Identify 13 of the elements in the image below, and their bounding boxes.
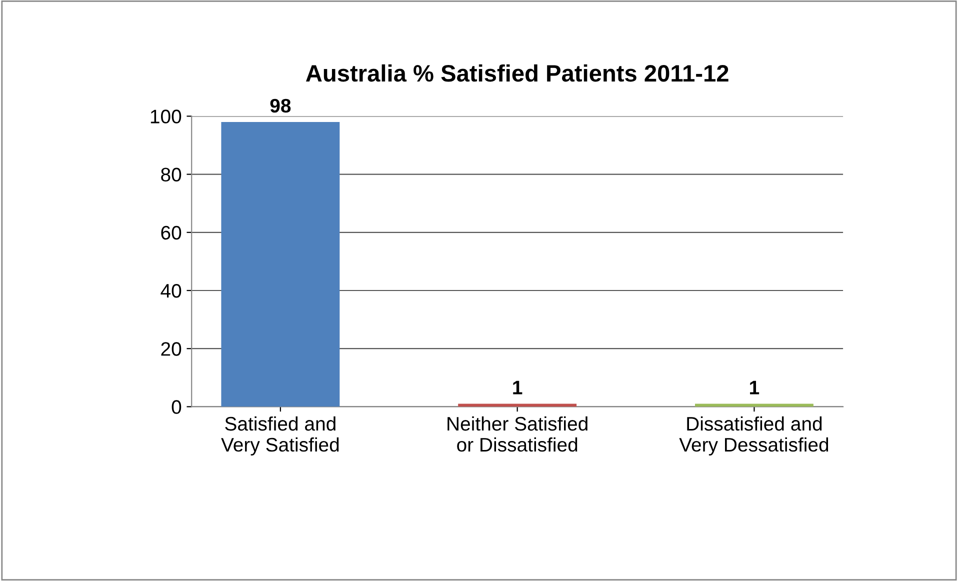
y-tick-label: 80: [161, 168, 182, 182]
y-tick-label: 20: [161, 342, 182, 356]
x-tick-label: Satisfied and Very Satisfied: [221, 416, 339, 456]
data-label: 98: [270, 98, 291, 113]
y-tick-label: 40: [160, 284, 182, 298]
x-tick-label: Neither Satisfied or Dissatisfied: [448, 416, 588, 452]
y-tick-label: 100: [150, 110, 182, 124]
y-tick-label: 0: [172, 400, 182, 414]
chart-title: Australia % Satisfied Patients 2011-12: [306, 64, 728, 82]
y-tick-label: 60: [161, 226, 182, 240]
data-label: 1: [513, 380, 522, 394]
x-tick-label: Dissatisfied and Very Dessatisfied: [679, 416, 828, 456]
data-label: 1: [750, 380, 760, 394]
